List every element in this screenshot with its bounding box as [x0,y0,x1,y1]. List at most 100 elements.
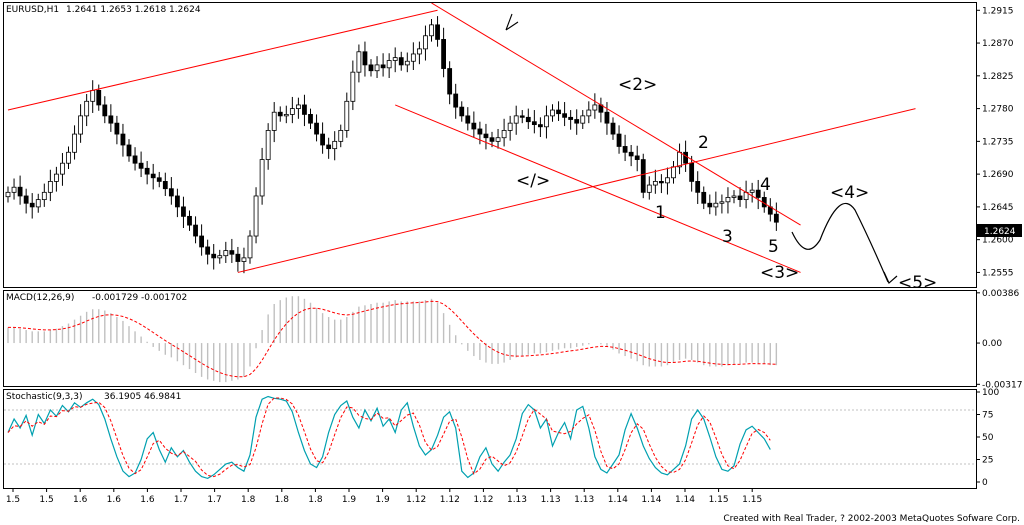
candle-body [689,162,695,182]
xtick-label: 1.12 [473,495,493,505]
price-ytick-label: 1.2915 [982,6,1014,16]
candle-body [773,213,779,223]
candle-body [707,202,713,208]
stochastic-lines [7,395,771,480]
candle-body [356,51,362,73]
stochastic-panel-frame [3,389,977,489]
price-ytick-label: 1.2645 [982,203,1014,213]
candle-body [17,186,23,197]
candle-body [283,114,289,117]
wave-label-2-major: <2> [618,75,657,95]
candle-body [60,162,65,175]
candle-body [574,119,580,124]
candle-body [495,137,501,142]
price-ytick-label: 1.2825 [982,72,1014,82]
candle-body [695,181,701,193]
xtick-label: 1.14 [641,495,661,505]
candle-body [114,122,120,135]
xtick-label: 1.8 [275,495,290,505]
candle-body [453,93,459,108]
candle-body [538,124,543,128]
candle-body [362,51,368,66]
xtick-label: 1.5 [6,495,20,505]
candle-body [731,195,737,198]
candle-body [211,253,217,259]
wave-label-1-major: </> [516,171,550,191]
candle-body [489,137,495,142]
candle-body [344,100,350,131]
candle-body [217,255,223,259]
candle-body [465,115,471,124]
trendline [395,104,801,273]
candle-body [519,115,525,118]
price-header-ohlc: 1.2641 1.2653 1.2618 1.2624 [66,5,201,15]
xtick-label: 1.6 [73,495,88,505]
xtick-label: 1.12 [440,495,460,505]
candle-body [749,189,755,193]
xtick-label: 1.6 [140,495,155,505]
wave-label-5-minor: 5 [768,237,779,257]
candle-body [640,159,646,193]
candle-body [235,253,241,262]
wave-label-4-major: <4> [830,183,869,203]
candle-body [556,109,561,115]
candle-body [96,89,102,106]
candle-body [84,100,90,117]
candle-body [550,109,555,117]
xtick-label: 1.5 [39,495,53,505]
wave-label-2-minor: 2 [698,133,709,153]
candle-body [126,144,132,157]
candle-body [659,181,664,184]
candle-body [671,166,676,179]
candle-body [544,115,549,128]
stochastic-header-label: Stochastic(9,3,3) [6,392,83,402]
candle-body [447,68,453,95]
wave-label-1-minor: 1 [655,203,666,223]
stochastic-ytick-label: 75 [982,411,993,421]
candle-body [501,130,507,139]
candle-body [138,162,144,169]
candle-body [199,235,205,248]
candle-body [677,151,682,168]
candle-body [646,184,652,193]
price-ytick-label: 1.2870 [982,39,1014,49]
candle-body [247,235,253,259]
candle-body [713,202,719,208]
x-axis: 1.5 1.5 1.6 1.6 1.6 1.7 1.7 1.8 1.8 1.8 1.9 1.9 1.12… [6,488,762,505]
candle-body [737,195,743,201]
candle-body [108,115,114,124]
xtick-label: 1.7 [207,495,221,505]
candle-body [41,191,47,201]
macd-ytick-label: -0.00317 [982,380,1022,390]
xtick-label: 1.6 [107,495,122,505]
xtick-label: 1.7 [174,495,188,505]
candle-body [78,115,83,135]
arrow-mark [505,13,519,31]
candle-body [416,48,422,55]
candle-body [168,188,174,197]
candle-body [725,197,731,203]
candle-body [604,111,610,124]
stochastic-ytick-label: 50 [982,433,994,443]
candle-body [187,215,192,226]
macd-y-axis: 0.00386 0.00 -0.00317 [976,289,1022,390]
xtick-label: 1.14 [608,495,628,505]
candle-body [277,111,283,117]
candle-body [90,89,96,102]
candle-body [368,64,374,72]
candle-body [253,195,259,237]
stochastic-header-values: 36.1905 46.9841 [104,392,181,402]
stochastic-ytick-label: 25 [982,456,993,466]
candle-body [568,116,574,120]
candle-body [326,144,332,150]
candle-body [429,24,434,37]
candle-body [308,114,313,124]
candle-body [241,257,247,262]
candle-body [683,151,688,164]
xtick-label: 1.13 [507,495,527,505]
candle-body [120,133,126,146]
macd-ytick-label: 0.00 [982,339,1002,349]
candle-body [580,115,586,124]
candle-body [483,133,489,139]
